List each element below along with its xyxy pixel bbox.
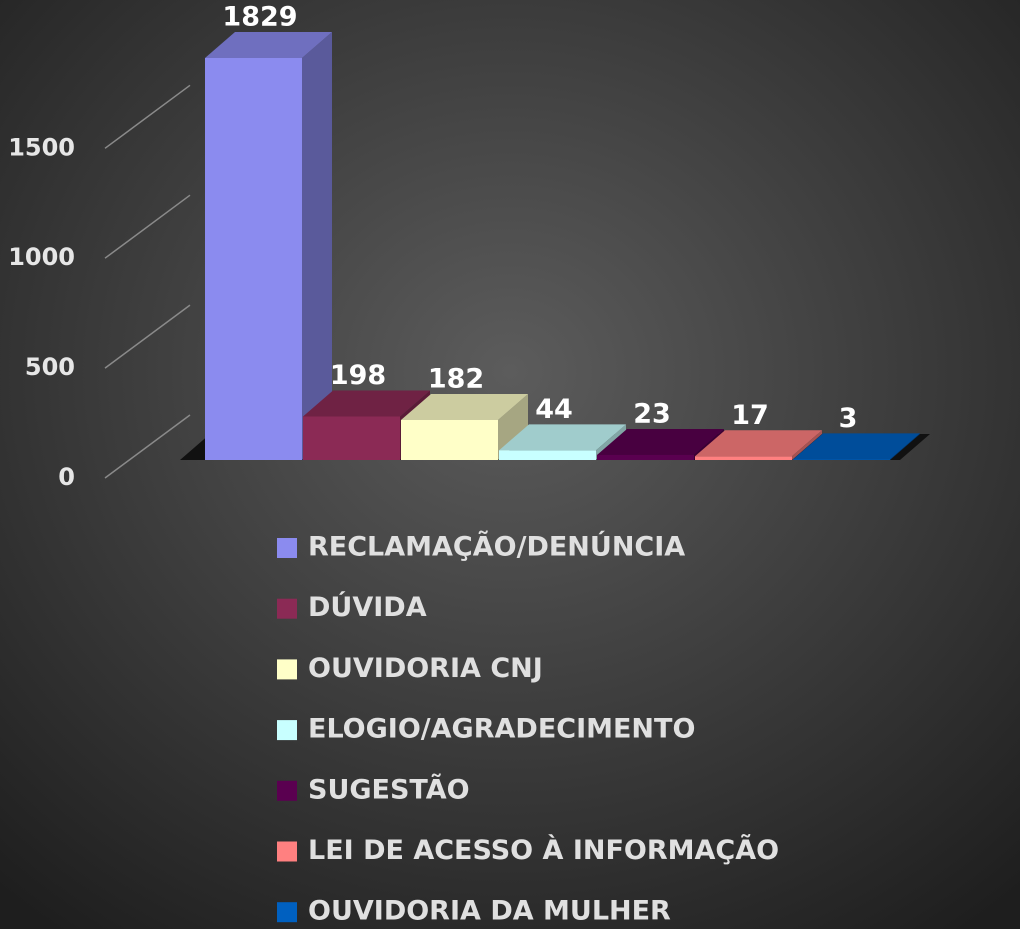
data-label: 17	[731, 400, 769, 431]
legend-label: ELOGIO/AGRADECIMENTO	[308, 714, 695, 745]
bar	[303, 416, 400, 460]
grid-line	[104, 414, 191, 479]
data-label: 3	[839, 403, 858, 434]
legend-swatch	[277, 598, 297, 619]
bar	[793, 459, 890, 460]
bar	[597, 454, 694, 460]
bar-top	[793, 433, 920, 460]
bar-top	[695, 430, 822, 457]
bar-side	[792, 430, 822, 460]
bar	[499, 450, 596, 460]
bar-top	[303, 390, 430, 417]
legend-label: RECLAMAÇÃO/DENÚNCIA	[308, 531, 685, 563]
data-label: 182	[428, 363, 484, 394]
grid-line	[104, 304, 191, 369]
data-label: 1829	[222, 2, 297, 33]
data-label: 44	[535, 394, 573, 425]
legend-label: DÚVIDA	[308, 591, 427, 623]
legend-label: OUVIDORIA CNJ	[308, 653, 543, 684]
legend-label: LEI DE ACESSO À INFORMAÇÃO	[308, 834, 779, 866]
bar	[205, 58, 302, 460]
y-tick-label: 500	[25, 353, 75, 381]
grid-line	[104, 84, 191, 149]
bar	[695, 456, 792, 460]
bar-side	[302, 32, 332, 460]
legend-swatch	[277, 720, 297, 741]
bar-top	[499, 424, 626, 451]
bar-top	[597, 428, 724, 455]
data-label: 198	[330, 360, 386, 391]
bar-top	[205, 32, 332, 58]
legend-swatch	[277, 902, 297, 923]
legend-swatch	[277, 780, 297, 801]
data-label: 23	[633, 398, 671, 429]
grid-line	[104, 194, 191, 259]
bar-side	[890, 433, 920, 460]
legend-swatch	[277, 659, 297, 680]
y-tick-label: 1500	[8, 133, 75, 161]
bar-top	[401, 393, 528, 420]
legend-label: SUGESTÃO	[308, 773, 470, 805]
y-tick-label: 1000	[8, 243, 75, 271]
y-tick-label: 0	[58, 463, 75, 491]
bar	[401, 419, 498, 460]
legend-label: OUVIDORIA DA MULHER	[308, 896, 671, 927]
legend-swatch	[277, 538, 297, 558]
legend-swatch	[277, 841, 297, 862]
bar-side	[498, 393, 528, 460]
